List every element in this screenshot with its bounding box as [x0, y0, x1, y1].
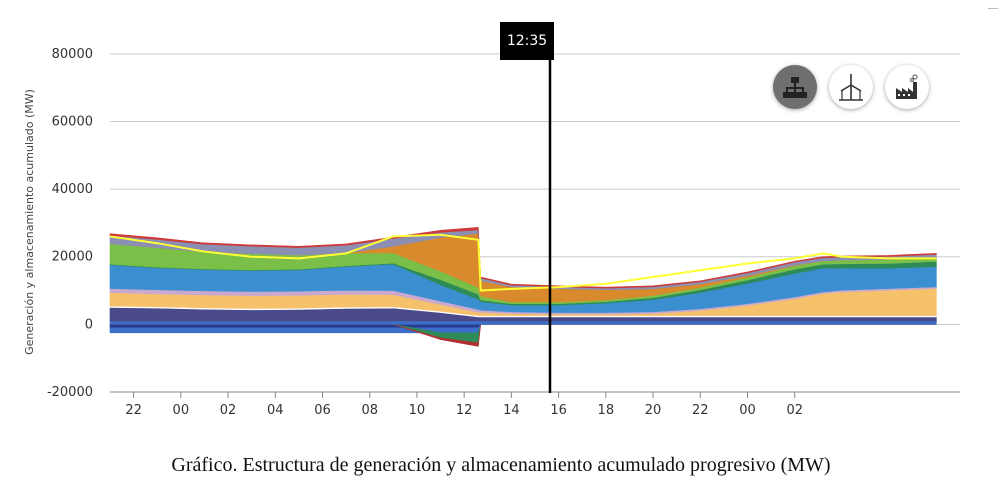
x-tick-label: 14 — [503, 403, 520, 418]
area-series-4 — [109, 320, 937, 325]
area-series-0 — [109, 324, 937, 329]
time-cursor-badge: 12:35 — [500, 22, 554, 60]
y-tick-label: 60000 — [52, 114, 93, 129]
x-tick-label: 12 — [456, 403, 473, 418]
x-tick-label: 02 — [220, 403, 237, 418]
non-renewables-view-button[interactable] — [885, 65, 929, 109]
y-tick-label: -20000 — [47, 385, 93, 400]
window-edge-mark — [988, 8, 998, 9]
stacked-areas — [109, 226, 937, 347]
factory-icon — [896, 74, 918, 99]
x-tick-label: 02 — [786, 403, 803, 418]
y-tick-label: 40000 — [52, 182, 93, 197]
x-tick-label: 00 — [173, 403, 190, 418]
figure-caption: Gráfico. Estructura de generación y alma… — [171, 454, 831, 476]
x-tick-label: 06 — [314, 403, 331, 418]
y-tick-label: 0 — [85, 317, 93, 332]
x-tick-label: 22 — [692, 403, 709, 418]
x-tick-label: 16 — [550, 403, 567, 418]
y-tick-label: 80000 — [52, 47, 93, 62]
wind-turbine-icon — [839, 74, 863, 101]
x-tick-label: 18 — [598, 403, 615, 418]
demand-line-group — [109, 233, 937, 292]
demand-line — [109, 233, 937, 292]
y-tick-label: 20000 — [52, 250, 93, 265]
x-tick-label: 00 — [739, 403, 756, 418]
x-tick-label: 20 — [645, 403, 662, 418]
y-axis-label: Generación y almacenamiento acumulado (M… — [23, 89, 36, 355]
area-series-14 — [109, 226, 937, 289]
renewables-view-button[interactable] — [829, 65, 873, 109]
x-tick-label: 22 — [125, 403, 142, 418]
x-tick-label: 04 — [267, 403, 284, 418]
axes: 80000 60000 40000 20000 0 -20000 22 00 02 04 06 08 1… — [47, 47, 960, 418]
x-tick-label: 10 — [409, 403, 426, 418]
structure-view-button[interactable] — [773, 65, 817, 109]
area-series-3 — [110, 324, 937, 347]
grid-lines — [110, 53, 960, 393]
hierarchy-icon — [783, 77, 807, 98]
x-tick-label: 08 — [361, 403, 378, 418]
